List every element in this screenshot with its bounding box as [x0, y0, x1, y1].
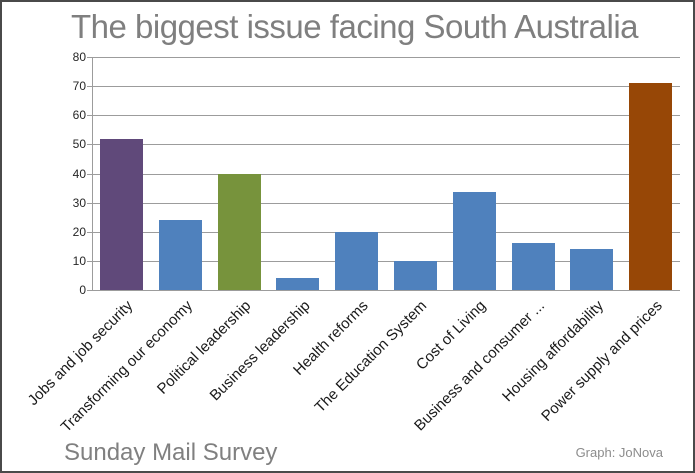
x-axis-label: Business leadership	[206, 297, 314, 405]
bar	[335, 231, 379, 290]
gridline	[92, 231, 680, 233]
y-axis-label: 30	[72, 195, 86, 210]
bar	[217, 173, 261, 290]
y-axis-tick	[87, 290, 92, 291]
gridline	[92, 173, 680, 175]
y-axis-label: 70	[72, 79, 86, 94]
bar	[276, 278, 320, 290]
x-axis-label: Jobs and job security	[25, 297, 137, 409]
y-axis-label: 60	[72, 108, 86, 123]
credit-caption: Graph: JoNova	[575, 445, 663, 460]
source-caption: Sunday Mail Survey	[64, 439, 278, 466]
chart-title: The biggest issue facing South Australia	[70, 8, 639, 45]
gridline	[92, 260, 680, 262]
bar	[393, 260, 437, 290]
y-axis-label: 10	[72, 253, 86, 268]
gridline	[92, 202, 680, 204]
y-axis-tick	[87, 231, 92, 233]
x-axis-label: The Education System	[311, 297, 431, 417]
gridline	[92, 86, 680, 88]
y-axis-label: 0	[79, 283, 86, 297]
y-axis-line	[92, 57, 93, 290]
gridline	[92, 144, 680, 146]
y-axis-tick	[87, 202, 92, 204]
bar	[629, 83, 673, 290]
x-axis-label: Power supply and prices	[538, 297, 666, 425]
bar	[511, 243, 555, 290]
y-axis-tick	[87, 57, 92, 58]
x-axis-label: Housing affordability	[499, 297, 608, 406]
y-axis-tick	[87, 144, 92, 146]
bar	[570, 249, 614, 290]
x-axis-line	[92, 290, 680, 291]
y-axis-tick	[87, 173, 92, 175]
y-axis-label: 40	[72, 166, 86, 181]
gridline	[92, 115, 680, 117]
y-axis-label: 20	[72, 224, 86, 239]
y-axis-tick	[87, 260, 92, 262]
y-axis-tick	[87, 115, 92, 117]
y-axis-label: 50	[72, 137, 86, 152]
bar	[158, 220, 202, 290]
bar	[452, 192, 496, 290]
y-axis-tick	[87, 86, 92, 88]
bar	[99, 138, 143, 290]
gridline	[92, 57, 680, 58]
y-axis-label: 80	[72, 50, 86, 64]
